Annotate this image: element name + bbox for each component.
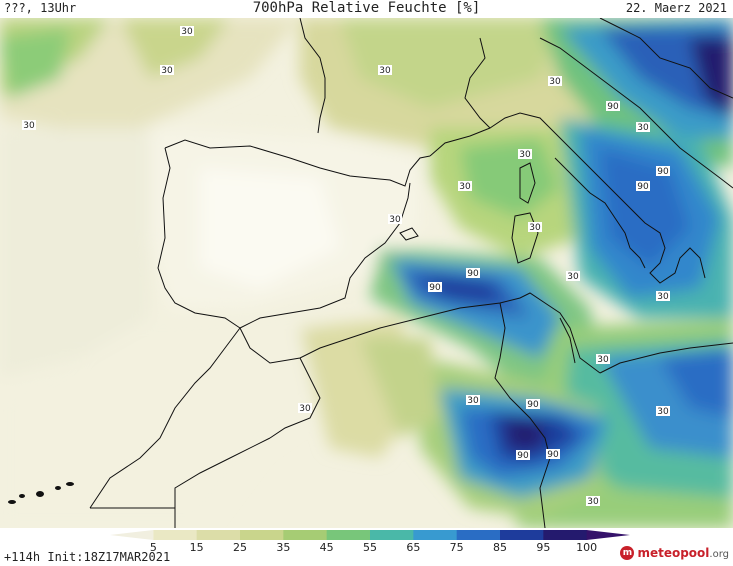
contour-label-text: 30 (161, 66, 173, 76)
contour-label-30: 30 (656, 406, 670, 417)
legend-tick-label: 95 (536, 541, 551, 554)
chart-title: 700hPa Relative Feuchte [%] (252, 0, 481, 16)
contour-label-text: 30 (549, 77, 561, 87)
contour-label-text: 30 (23, 121, 35, 131)
brand-icon: m (620, 546, 635, 560)
contour-label-text: 30 (657, 407, 669, 417)
contour-label-text: 30 (567, 272, 579, 282)
legend-tick-label: 75 (449, 541, 464, 554)
header: ???, 13Uhr 700hPa Relative Feuchte [%] 2… (0, 0, 733, 18)
contour-label-30: 30 (180, 26, 194, 37)
contour-label-30: 30 (586, 496, 600, 507)
legend-swatch (153, 530, 198, 540)
brand-suffix: .org (709, 549, 729, 560)
contour-label-30: 30 (596, 354, 610, 365)
contour-label-30: 30 (298, 403, 312, 414)
canary-islands (8, 482, 74, 504)
contour-label-90: 90 (516, 450, 530, 461)
color-legend (110, 530, 630, 540)
contour-label-30: 30 (458, 181, 472, 192)
contour-label-30: 30 (528, 222, 542, 233)
legend-tick-label: 55 (363, 541, 377, 554)
init-label: +114h Init:18Z17MAR2021 (4, 550, 171, 564)
legend-tick-label: 25 (233, 541, 247, 554)
contour-label-30: 30 (518, 149, 532, 160)
legend-tick-label: 35 (276, 541, 291, 554)
contour-label-90: 90 (526, 399, 540, 410)
legend-swatch (413, 530, 458, 540)
contour-label-30: 30 (378, 65, 392, 76)
contour-label-text: 30 (529, 223, 541, 233)
contour-label-text: 90 (429, 283, 441, 293)
contour-label-text: 30 (637, 123, 649, 133)
legend-swatch (586, 530, 630, 540)
contour-label-30: 30 (388, 214, 402, 225)
contour-label-text: 90 (467, 269, 479, 279)
footer: 5 15 25 35 45 55 65 75 85 95 100 +114h Init:18Z17M… (0, 528, 733, 566)
legend-swatch (370, 530, 414, 540)
contour-labels: 30 30 30 30 30 30 30 30 30 30 30 30 30 3… (22, 26, 670, 507)
contour-label-90: 90 (606, 101, 620, 112)
contour-label-text: 30 (459, 182, 471, 192)
contour-label-text: 30 (181, 27, 193, 37)
legend-swatch (110, 530, 154, 540)
legend-tick-label: 5 (149, 541, 157, 554)
meteopool-logo: m meteopool.org (620, 546, 729, 560)
legend-swatch (500, 530, 544, 540)
brand-name: meteopool (637, 546, 710, 560)
contour-label-text: 30 (379, 66, 391, 76)
valid-date: 22. Maerz 2021 (625, 1, 727, 15)
legend-tick-label: 15 (189, 541, 204, 554)
contour-label-30: 30 (466, 395, 480, 406)
contour-label-90: 90 (656, 166, 670, 177)
contour-label-text: 90 (637, 182, 649, 192)
contour-label-30: 30 (656, 291, 670, 302)
contour-label-text: 90 (607, 102, 619, 112)
contour-label-90: 90 (546, 449, 560, 460)
humidity-map: 30 30 30 30 30 30 30 30 30 30 30 30 30 3… (0, 18, 733, 528)
contour-label-text: 30 (519, 150, 531, 160)
legend-swatch (240, 530, 284, 540)
legend-tick-label: 85 (493, 541, 507, 554)
contour-label-text: 30 (597, 355, 609, 365)
contour-label-text: 90 (527, 400, 539, 410)
contour-label-text: 30 (587, 497, 599, 507)
contour-label-text: 90 (517, 451, 529, 461)
coastlines (89, 18, 733, 528)
contour-label-text: 90 (547, 450, 559, 460)
legend-swatch (326, 530, 371, 540)
contour-label-text: 30 (389, 215, 401, 225)
legend-tick-label: 100 (576, 541, 598, 554)
run-time-label: ???, 13Uhr (4, 1, 77, 15)
contour-label-text: 30 (299, 404, 311, 414)
contour-label-90: 90 (466, 268, 480, 279)
contour-label-text: 90 (657, 167, 669, 177)
contour-label-30: 30 (160, 65, 174, 76)
contour-label-90: 90 (636, 181, 650, 192)
legend-swatch (543, 530, 588, 540)
contour-label-30: 30 (566, 271, 580, 282)
contour-label-30: 30 (22, 120, 36, 131)
contour-label-30: 30 (636, 122, 650, 133)
contour-label-text: 30 (467, 396, 479, 406)
contour-label-text: 30 (657, 292, 669, 302)
legend-tick-label: 65 (406, 541, 421, 554)
contour-label-90: 90 (428, 282, 442, 293)
legend-swatch (456, 530, 501, 540)
legend-swatch (196, 530, 241, 540)
contour-label-30: 30 (548, 76, 562, 87)
humidity-field (0, 18, 733, 528)
legend-swatch (283, 530, 328, 540)
legend-tick-label: 45 (319, 541, 334, 554)
